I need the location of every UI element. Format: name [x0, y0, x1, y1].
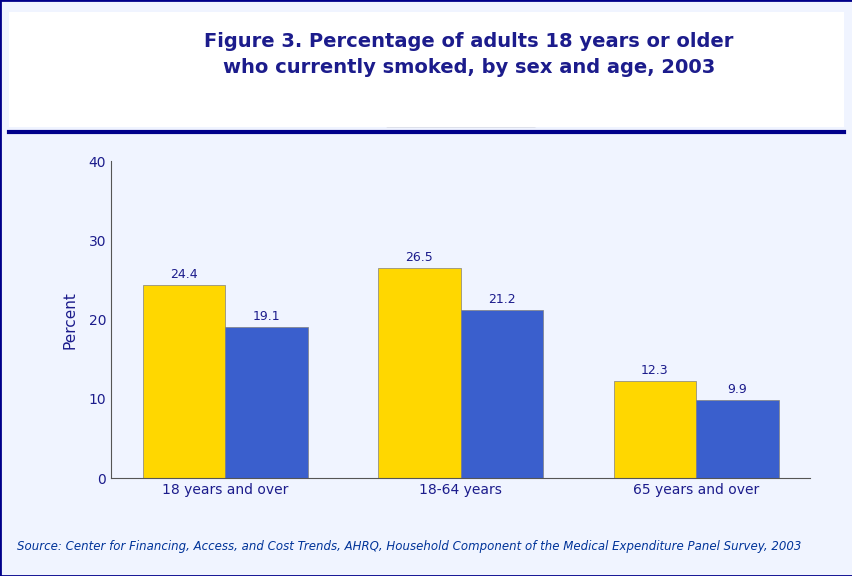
Text: 24.4: 24.4 [170, 268, 198, 281]
Text: 12.3: 12.3 [641, 363, 668, 377]
Bar [225, 327, 308, 478]
Text: Figure 3. Percentage of adults 18 years or older
who currently smoked, by sex an: Figure 3. Percentage of adults 18 years … [204, 32, 733, 77]
Bar [695, 400, 778, 478]
Bar [377, 268, 460, 478]
Y-axis label: Percent: Percent [62, 291, 78, 348]
Bar [460, 310, 543, 478]
Bar [613, 381, 695, 478]
Bar [142, 285, 225, 478]
Legend: male, female: male, female [384, 98, 536, 126]
Text: Advancing
Excellence in
Health Care: Advancing Excellence in Health Care [62, 74, 108, 94]
Text: AHRQ: AHRQ [60, 43, 110, 58]
Text: Source: Center for Financing, Access, and Cost Trends, AHRQ, Household Component: Source: Center for Financing, Access, an… [17, 540, 801, 553]
Text: 26.5: 26.5 [405, 251, 433, 264]
Text: 21.2: 21.2 [487, 293, 515, 306]
Text: 19.1: 19.1 [252, 310, 279, 323]
Text: 9.9: 9.9 [727, 382, 746, 396]
